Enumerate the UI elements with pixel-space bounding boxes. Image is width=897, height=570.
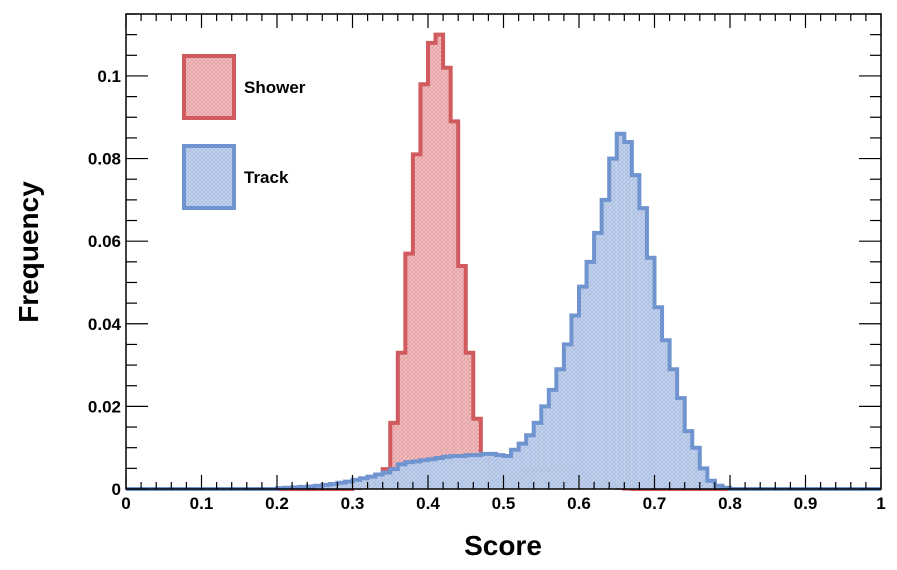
track-bin	[382, 472, 391, 489]
track-bin	[412, 461, 421, 489]
x-tick-label: 0.5	[492, 494, 516, 513]
legend: Shower Track	[182, 54, 306, 210]
shower-bin	[405, 253, 413, 489]
y-tick-label: 0.08	[88, 150, 121, 169]
track-bin	[548, 389, 557, 489]
y-tick-label: 0.1	[97, 67, 121, 86]
x-tick-label: 0.6	[567, 494, 591, 513]
track-bin	[541, 406, 549, 489]
x-tick-label: 1	[876, 494, 885, 513]
track-bin	[375, 474, 383, 489]
track-bin	[518, 443, 527, 489]
track-bin	[571, 315, 579, 489]
track-bin	[465, 455, 474, 489]
legend-swatch-shower	[182, 54, 236, 120]
track-bin	[495, 455, 504, 489]
x-tick-label: 0.1	[190, 494, 214, 513]
legend-item-shower: Shower	[182, 54, 306, 120]
track-bin	[511, 449, 519, 489]
track-bin	[360, 478, 368, 489]
series-track	[126, 131, 881, 491]
x-tick-label: 0.2	[265, 494, 289, 513]
x-tick-label: 0.4	[416, 494, 440, 513]
track-bin	[586, 261, 595, 489]
y-tick-label: 0.04	[88, 315, 122, 334]
legend-item-track: Track	[182, 144, 289, 210]
track-bin	[639, 208, 647, 489]
track-bin	[488, 453, 496, 489]
x-tick-label: 0.7	[643, 494, 667, 513]
y-axis-title: Frequency	[13, 181, 44, 323]
track-bin	[435, 458, 444, 489]
x-tick-label: 0.3	[341, 494, 365, 513]
shower-outline	[126, 32, 881, 491]
shower-bin	[428, 42, 436, 489]
x-tick-label: 0.8	[718, 494, 742, 513]
axis-layer: 0 0.1 0.2 0.3 0.4 0.5 0.6 0.7 0.8 0.9 1 0 0.02 0.04 0.…	[88, 13, 886, 513]
track-bin	[707, 480, 715, 489]
plot-frame	[125, 13, 882, 490]
track-bin	[526, 435, 534, 489]
track-bin	[616, 133, 625, 490]
track-bin	[322, 484, 330, 489]
track-bin	[609, 158, 617, 489]
y-tick-label: 0.02	[88, 397, 121, 416]
track-bin	[684, 431, 693, 489]
shower-bin	[390, 422, 398, 489]
track-bin	[624, 142, 632, 490]
x-axis-title: Score	[464, 530, 542, 561]
track-bin	[594, 232, 602, 490]
shower-bin	[412, 154, 421, 489]
legend-label-track: Track	[244, 168, 289, 187]
x-tick-label: 0.9	[794, 494, 818, 513]
track-bin	[563, 344, 572, 489]
track-bin	[450, 455, 459, 489]
track-bin	[367, 476, 376, 489]
shower-bin	[465, 352, 474, 489]
track-bin	[654, 307, 663, 489]
track-bin	[443, 456, 451, 489]
track-bin	[669, 369, 678, 489]
track-bin	[503, 455, 512, 489]
shower-bin	[450, 121, 459, 490]
track-bin	[390, 469, 398, 489]
track-bin	[662, 340, 670, 489]
track-bin	[699, 468, 708, 489]
y-tick-label: 0	[112, 480, 121, 499]
track-bin	[556, 369, 564, 489]
track-bin	[329, 484, 338, 489]
histogram-series-layer	[126, 32, 881, 491]
track-bin	[631, 175, 640, 489]
shower-bin	[443, 67, 451, 490]
track-bin	[458, 455, 466, 489]
y-tick-label: 0.06	[88, 232, 121, 251]
track-bin	[405, 462, 413, 489]
track-bin	[344, 481, 353, 489]
shower-bin	[397, 352, 406, 489]
track-bin	[677, 398, 685, 489]
track-bin	[480, 453, 489, 489]
track-bin	[601, 199, 610, 489]
shower-bin	[435, 34, 444, 490]
track-bin	[646, 257, 655, 489]
series-shower	[126, 32, 881, 491]
track-bin	[579, 286, 587, 489]
legend-swatch-track	[182, 144, 236, 210]
shower-bin	[420, 84, 428, 489]
track-bin	[337, 482, 345, 489]
track-bin	[533, 422, 542, 489]
track-bin	[420, 460, 428, 489]
track-outline	[126, 131, 881, 491]
x-tick-label: 0	[121, 494, 130, 513]
track-bin	[473, 455, 481, 489]
track-bin	[352, 479, 361, 489]
legend-label-shower: Shower	[244, 78, 306, 97]
shower-bin	[458, 265, 466, 489]
track-bin	[428, 459, 436, 489]
track-bin	[397, 464, 406, 489]
track-bin	[692, 447, 700, 489]
